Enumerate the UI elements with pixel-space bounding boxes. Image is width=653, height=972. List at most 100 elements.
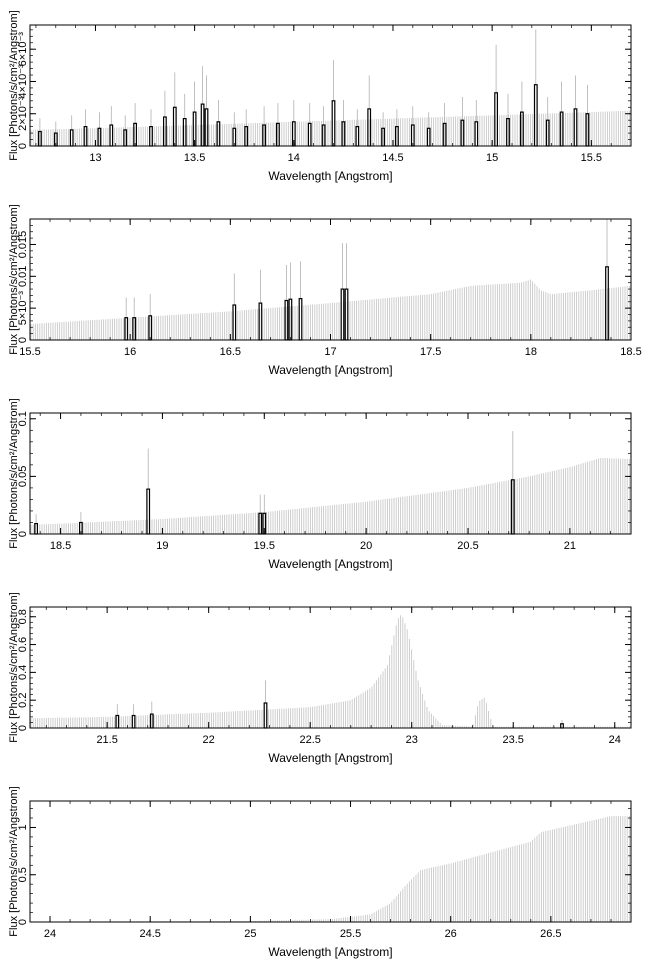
x-axis-title: Wavelength [Angstrom] <box>268 169 392 183</box>
y-tick-label: 0.01 <box>17 266 29 287</box>
x-tick-label: 17 <box>324 346 336 358</box>
y-axis-title: Flux [Photons/s/cm²/Angstrom] <box>8 204 20 354</box>
x-tick-label: 14 <box>288 152 300 164</box>
x-tick-label: 18 <box>525 346 537 358</box>
x-tick-label: 18.5 <box>50 540 71 552</box>
y-tick-label: 0.2 <box>17 693 29 708</box>
data-bar <box>232 304 237 341</box>
data-bar <box>131 714 136 729</box>
x-tick-label: 26.5 <box>540 928 561 940</box>
x-tick-label: 19 <box>156 540 168 552</box>
x-tick-label: 26 <box>445 928 457 940</box>
chart-panel-4: 21.5 22 22.5 23 23.5 24 0 0.2 0.4 0.6 0.8 Wavelengt… <box>8 592 632 765</box>
chart-panel-1: 13 13.5 14 14.5 15 15.5 0 2×10⁻³4×10⁻³6×10⁻³ Wav… <box>8 10 632 183</box>
data-bar <box>367 108 372 147</box>
x-tick-label: 16 <box>124 346 136 358</box>
plot-frame <box>29 412 632 535</box>
y-tick-label: 0.015 <box>17 231 29 259</box>
x-tick-label: 21 <box>564 540 576 552</box>
model-bars <box>30 816 630 922</box>
data-bar <box>83 125 88 147</box>
y-tick-label: 0.6 <box>17 637 29 652</box>
y-axis-title: Flux [Photons/s/cm²/Angstrom] <box>8 786 20 936</box>
data-bar <box>115 714 120 729</box>
chart-panel-2: 15.5 16 16.5 17 17.5 18 18.5 0 5×10⁻³ 0.01 0.015 Wa… <box>8 204 642 377</box>
x-axis-title: Wavelength [Angstrom] <box>268 945 392 959</box>
x-tick-label: 21.5 <box>96 734 117 746</box>
x-tick-label: 13 <box>89 152 101 164</box>
y-tick-label: 0.4 <box>17 665 29 680</box>
chart-panel-5: 24 24.5 25 25.5 26 26.5 0 0.5 1 Wavelength [Angst… <box>8 786 632 959</box>
data-bar <box>109 124 114 147</box>
data-bar <box>146 488 151 535</box>
y-tick-label: 0 <box>17 725 29 731</box>
y-tick-label: 0.5 <box>17 867 29 882</box>
data-bar <box>69 129 74 147</box>
data-bar <box>172 106 177 147</box>
x-tick-label: 15 <box>486 152 498 164</box>
y-axis-title: Flux [Photons/s/cm²/Angstrom] <box>8 10 20 160</box>
x-tick-label: 25 <box>244 928 256 940</box>
x-tick-label: 24 <box>609 734 621 746</box>
data-bar <box>426 127 431 147</box>
y-tick-label: 0 <box>17 919 29 925</box>
data-bar <box>307 122 312 147</box>
data-bar <box>355 125 360 147</box>
data-bar <box>133 122 138 147</box>
y-tick-label: 0.8 <box>17 609 29 624</box>
x-axis-title: Wavelength [Angstrom] <box>268 557 392 571</box>
data-bar <box>124 317 129 341</box>
data-bar <box>34 522 38 535</box>
data-bar <box>560 723 564 729</box>
series-data <box>124 219 609 341</box>
x-tick-label: 24 <box>44 928 56 940</box>
y-tick-label: 6×10⁻³ <box>17 32 29 67</box>
x-tick-label: 20 <box>360 540 372 552</box>
y-tick-label: 0 <box>17 143 29 149</box>
y-tick-label: 0 <box>17 531 29 537</box>
data-bar <box>149 125 153 147</box>
x-axis-title: Wavelength [Angstrom] <box>268 751 392 765</box>
chart-panel-3: 18.5 19 19.5 20 20.5 21 0 0.05 0.1 Wavelength [An… <box>8 398 632 571</box>
data-bar <box>395 125 399 147</box>
model-bars <box>30 458 630 534</box>
x-tick-label: 14.5 <box>382 152 403 164</box>
model-bars <box>30 279 630 340</box>
data-bar <box>298 298 303 341</box>
data-bar <box>263 702 268 729</box>
model-bars <box>30 110 630 146</box>
x-tick-label: 20.5 <box>457 540 478 552</box>
data-bar <box>533 84 538 147</box>
data-bar <box>573 108 578 147</box>
x-tick-label: 16.5 <box>220 346 241 358</box>
data-bar <box>331 100 336 147</box>
data-bar <box>474 121 479 147</box>
x-tick-label: 22 <box>203 734 215 746</box>
y-axis-title: Flux [Photons/s/cm²/Angstrom] <box>8 592 20 742</box>
x-tick-label: 19.5 <box>254 540 275 552</box>
data-bar <box>344 288 349 341</box>
y-tick-label: 1 <box>17 824 29 830</box>
x-tick-label: 17.5 <box>420 346 441 358</box>
y-tick-label: 4×10⁻³ <box>17 64 29 99</box>
y-tick-label: 5×10⁻³ <box>17 291 29 326</box>
y-axis-title: Flux [Photons/s/cm²/Angstrom] <box>8 398 20 548</box>
x-tick-label: 22.5 <box>299 734 320 746</box>
data-bar <box>204 108 209 147</box>
x-tick-label: 18.5 <box>620 346 641 358</box>
y-tick-label: 0.05 <box>17 466 29 487</box>
x-tick-label: 15.5 <box>19 346 40 358</box>
y-tick-label: 0 <box>17 337 29 343</box>
y-tick-label: 0.1 <box>17 411 29 426</box>
x-tick-label: 15.5 <box>581 152 602 164</box>
data-bar <box>258 302 263 341</box>
data-bar <box>276 122 280 147</box>
x-tick-label: 24.5 <box>139 928 160 940</box>
data-bar <box>410 124 415 147</box>
x-tick-label: 13.5 <box>184 152 205 164</box>
x-axis-title: Wavelength [Angstrom] <box>268 363 392 377</box>
x-tick-label: 23 <box>406 734 418 746</box>
x-tick-label: 25.5 <box>340 928 361 940</box>
plot-frame <box>29 800 632 923</box>
